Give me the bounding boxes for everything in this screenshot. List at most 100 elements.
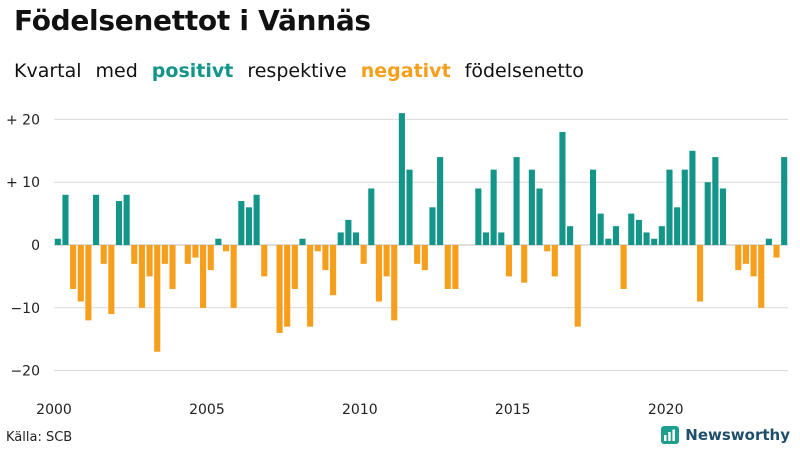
bar	[758, 245, 765, 308]
bar	[689, 150, 696, 245]
bar	[421, 245, 428, 271]
bar	[398, 113, 405, 246]
bar	[513, 157, 520, 245]
bar	[773, 245, 780, 258]
bar	[238, 201, 245, 245]
bar	[108, 245, 115, 315]
bar	[674, 207, 681, 245]
bar	[643, 232, 650, 245]
bar	[77, 245, 84, 302]
bar	[712, 157, 719, 245]
bar	[544, 245, 551, 252]
bar	[704, 182, 711, 245]
bar	[605, 238, 612, 245]
bar	[314, 245, 321, 252]
subtitle-negative: negativt	[360, 60, 451, 82]
bar	[574, 245, 581, 327]
bar	[169, 245, 176, 289]
bar	[330, 245, 337, 296]
bar	[406, 169, 413, 245]
bar	[719, 188, 727, 245]
source-note: Källa: SCB	[6, 430, 73, 445]
bar	[368, 188, 375, 245]
bar	[276, 245, 283, 333]
bar	[200, 245, 207, 308]
bar	[681, 169, 688, 245]
bar	[475, 188, 482, 245]
bar	[54, 238, 61, 245]
newsworthy-logo-icon	[661, 426, 680, 444]
subtitle-fodelsenetto: födelsenetto	[464, 60, 584, 82]
subtitle-respektive: respektive	[247, 60, 347, 82]
y-tick-label: + 20	[6, 112, 40, 128]
bar	[536, 188, 543, 245]
bar	[635, 219, 642, 245]
bar	[345, 219, 352, 245]
bar	[429, 207, 436, 245]
bar	[559, 131, 566, 245]
bar	[742, 245, 750, 264]
bar	[184, 245, 191, 264]
x-tick-label: 2005	[189, 402, 225, 418]
bar	[612, 226, 620, 245]
bar	[765, 238, 772, 245]
x-tick-label: 2020	[648, 402, 684, 418]
chart-title: Födelsenettot i Vännäs	[14, 4, 371, 37]
bar	[360, 245, 367, 264]
x-tick-label: 2015	[495, 402, 531, 418]
bar	[161, 245, 168, 264]
bar	[100, 245, 107, 264]
bar	[291, 245, 298, 289]
bar	[138, 245, 145, 308]
bar	[337, 232, 344, 245]
bar	[92, 194, 100, 245]
bar	[750, 245, 757, 277]
bar	[628, 213, 635, 245]
bar	[551, 245, 558, 277]
bar	[383, 245, 390, 277]
bar	[589, 169, 597, 245]
bar	[521, 245, 528, 283]
bar	[230, 245, 237, 308]
bar	[322, 245, 329, 271]
bar	[299, 238, 306, 245]
bar	[123, 194, 130, 245]
bar	[192, 245, 199, 258]
y-tick-label: −10	[10, 301, 40, 317]
subtitle-med: med	[95, 60, 138, 82]
brand-name: Newsworthy	[685, 426, 790, 444]
bar	[597, 213, 604, 245]
bar	[154, 245, 161, 352]
subtitle-kvartal: Kvartal	[14, 60, 82, 82]
bar	[261, 245, 268, 277]
bar	[498, 232, 505, 245]
bar	[620, 245, 627, 289]
x-tick-label: 2010	[342, 402, 378, 418]
bar	[215, 238, 222, 245]
bar	[85, 245, 92, 321]
bar	[253, 194, 260, 245]
bar	[658, 226, 665, 245]
subtitle-positive: positivt	[151, 60, 234, 82]
bar	[131, 245, 138, 264]
bar	[414, 245, 421, 264]
bar	[651, 238, 658, 245]
x-tick-label: 2000	[36, 402, 72, 418]
bar	[391, 245, 398, 321]
bar	[245, 207, 253, 245]
bar	[444, 245, 451, 289]
bar	[115, 201, 123, 245]
bar	[146, 245, 153, 277]
bar	[697, 245, 704, 302]
bar	[567, 226, 574, 245]
bar	[62, 194, 69, 245]
bar	[284, 245, 291, 327]
bar	[482, 232, 490, 245]
bar	[352, 232, 360, 245]
bar	[666, 169, 673, 245]
bar	[307, 245, 314, 327]
bar	[490, 169, 497, 245]
y-tick-label: −20	[10, 364, 40, 380]
bar	[528, 169, 535, 245]
